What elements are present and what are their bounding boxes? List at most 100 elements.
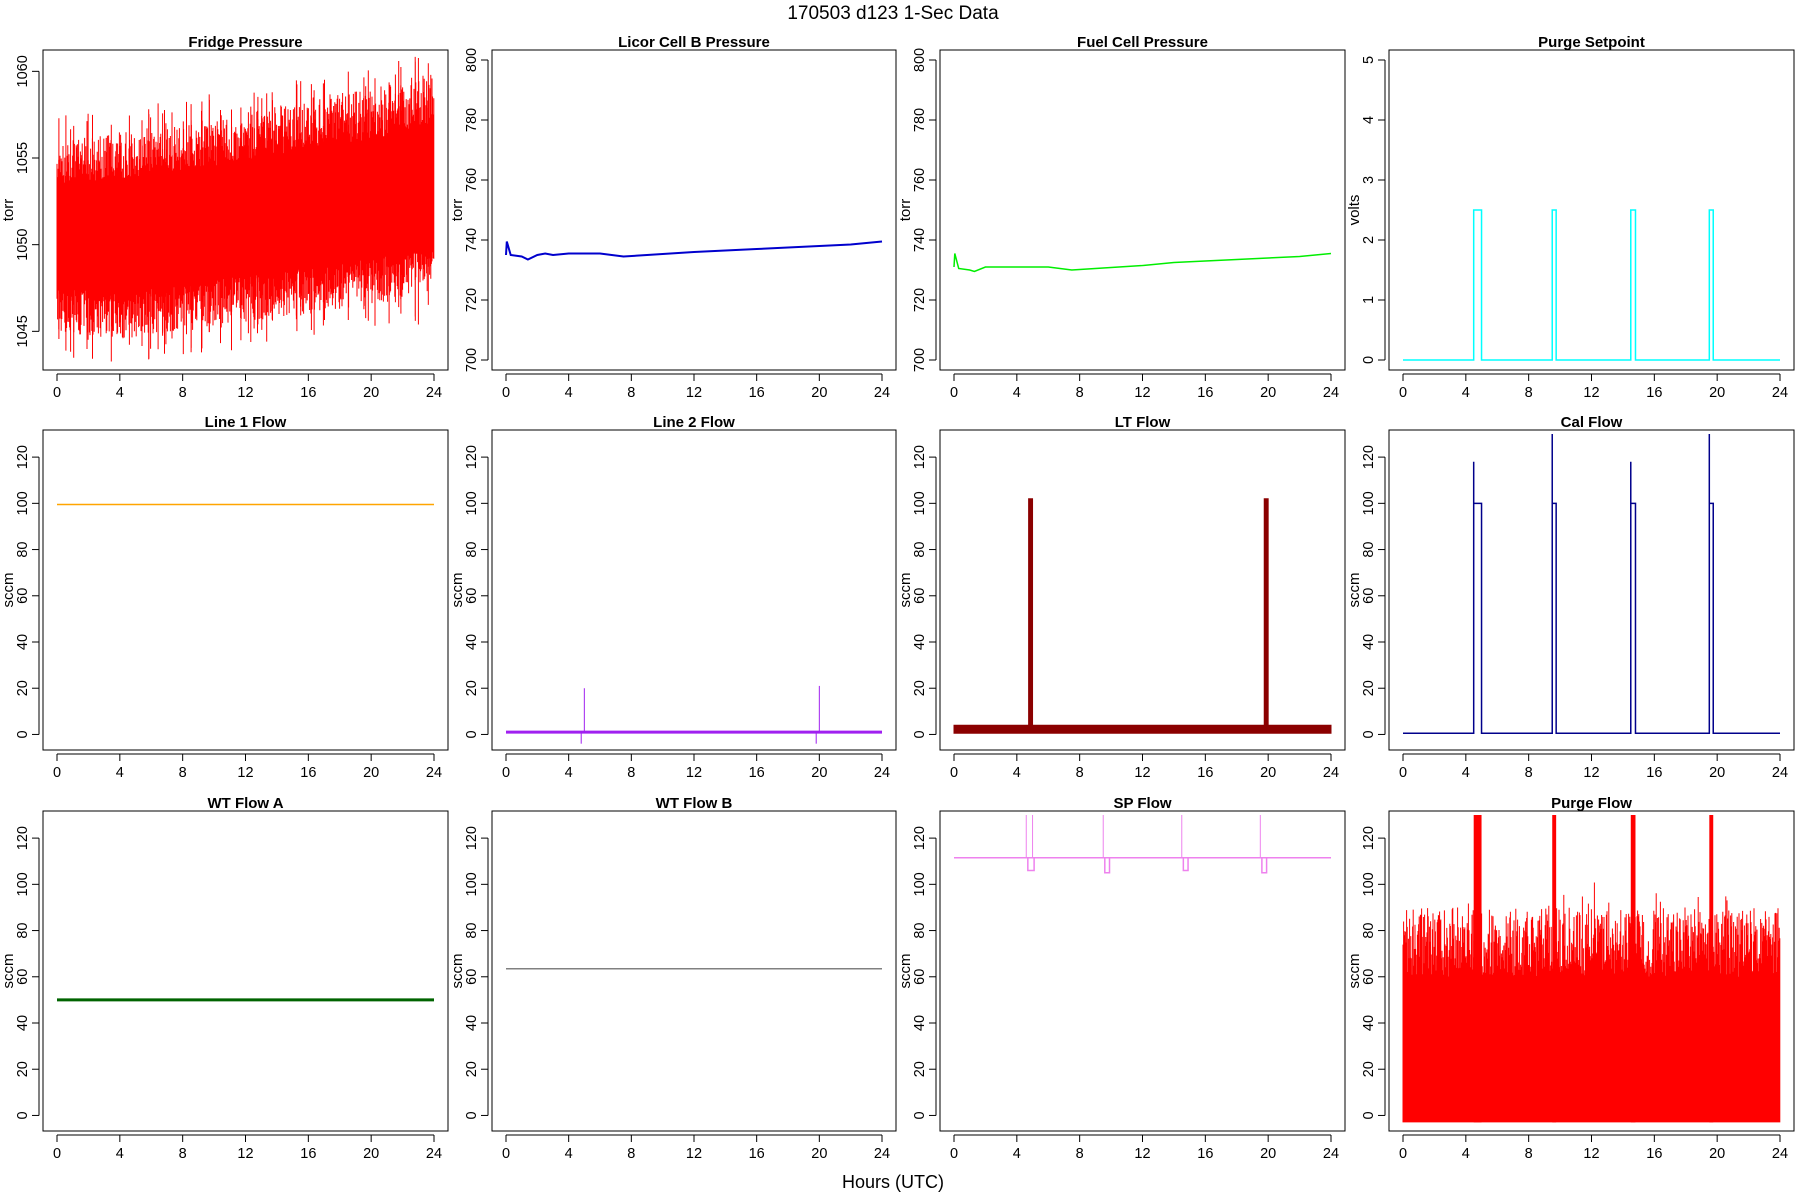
y-tick-label: 120 [1361,445,1377,469]
plot-frame [939,49,1346,371]
x-tick-label: 8 [1525,385,1533,401]
y-tick-label: 740 [464,228,480,252]
purge-burst [1709,815,1714,1123]
x-tick-label: 12 [686,765,702,781]
y-tick-label: 60 [912,588,928,604]
x-tick-label: 12 [1134,765,1150,781]
y-tick-label: 20 [912,1061,928,1077]
series-line [1402,882,1781,1123]
plot-area [1403,209,1780,361]
x-tick-label: 12 [237,1146,253,1162]
y-tick-label: 100 [912,491,928,515]
y-tick-label: 60 [912,969,928,985]
x-tick-label: 4 [565,385,573,401]
y-tick-label: 0 [912,1111,928,1119]
x-tick-label: 16 [749,385,765,401]
x-tick-label: 24 [1323,385,1339,401]
y-tick-label: 100 [464,872,480,896]
panel-title: Fridge Pressure [188,34,302,51]
series-dip [1104,857,1111,874]
x-tick-label: 20 [1260,765,1276,781]
series-dip [1261,857,1268,874]
x-tick-label: 8 [179,385,187,401]
y-axis: 1045 1050 1055 1060 [15,55,40,347]
x-tick-label: 16 [749,1146,765,1162]
series-line [1403,209,1780,361]
x-tick-label: 0 [502,1146,510,1162]
y-axis-label: sccm [897,954,914,989]
y-axis: 700 720 740 760 780 800 [464,48,489,372]
plot-frame [42,49,449,371]
panel-title: Line 2 Flow [653,414,735,431]
plot-area [1402,815,1781,1123]
x-tick-label: 12 [1134,1146,1150,1162]
panel-title: Line 1 Flow [205,414,287,431]
y-axis: 0 20 40 60 80 100 120 [1361,826,1386,1119]
y-axis-label: sccm [1346,573,1363,608]
y-tick-label: 700 [912,348,928,372]
y-tick-label: 0 [912,730,928,738]
y-tick-label: 60 [15,588,31,604]
y-tick-label: 800 [912,48,928,72]
y-tick-label: 80 [1361,922,1377,938]
x-tick-label: 20 [363,765,379,781]
x-tick-label: 20 [1709,1146,1725,1162]
y-axis-label: sccm [1346,954,1363,989]
y-tick-label: 100 [464,491,480,515]
y-axis-label: volts [1346,195,1363,226]
y-tick-label: 40 [464,1015,480,1031]
y-tick-label: 120 [1361,826,1377,850]
x-tick-label: 12 [1583,1146,1599,1162]
y-tick-label: 120 [464,445,480,469]
x-tick-label: 16 [1646,1146,1662,1162]
y-tick-label: 40 [1361,634,1377,650]
purge-burst [1473,815,1482,1123]
x-axis: 0 4 8 12 16 20 24 [502,1134,890,1162]
y-axis-label: sccm [449,954,466,989]
y-tick-label: 40 [912,634,928,650]
x-tick-label: 0 [1399,385,1407,401]
figure-title: 170503 d123 1-Sec Data [787,3,999,24]
plot-area [505,685,883,744]
x-tick-label: 0 [950,1146,958,1162]
x-tick-label: 24 [1323,765,1339,781]
y-tick-label: 1050 [15,229,31,261]
plot-area [56,56,435,362]
y-tick-label: 20 [1361,680,1377,696]
y-axis: 0 20 40 60 80 100 120 [912,445,937,738]
y-axis: 0 20 40 60 80 100 120 [15,826,40,1119]
plot-area [953,252,1332,273]
plot-area [953,498,1332,734]
panel-1: Licor Cell B Pressure 0 4 8 12 16 20 24 700 720 74… [449,34,897,401]
x-tick-label: 4 [1013,1146,1021,1162]
x-tick-label: 24 [874,765,890,781]
x-tick-label: 8 [1076,385,1084,401]
x-tick-label: 8 [179,1146,187,1162]
y-tick-label: 800 [464,48,480,72]
y-tick-label: 20 [15,1061,31,1077]
x-tick-label: 20 [1260,1146,1276,1162]
purge-burst [1630,815,1636,1123]
x-axis: 0 4 8 12 16 20 24 [502,753,890,781]
x-tick-label: 24 [426,1146,442,1162]
x-tick-label: 4 [116,1146,124,1162]
x-tick-label: 8 [627,385,635,401]
x-tick-label: 4 [565,765,573,781]
y-tick-label: 1060 [15,55,31,87]
panel-11: Purge Flow 0 4 8 12 16 20 24 0 20 40 60 80 100 120 sccm [1346,795,1795,1162]
y-tick-label: 4 [1361,116,1377,124]
y-tick-label: 0 [1361,1111,1377,1119]
x-tick-label: 20 [1260,385,1276,401]
y-tick-label: 80 [912,922,928,938]
x-tick-label: 0 [950,385,958,401]
x-tick-label: 16 [1197,385,1213,401]
x-axis: 0 4 8 12 16 20 24 [502,373,890,401]
y-tick-label: 100 [1361,491,1377,515]
x-tick-label: 20 [811,1146,827,1162]
y-tick-label: 80 [464,922,480,938]
series-line [953,252,1332,273]
y-tick-label: 1055 [15,142,31,174]
panel-9: WT Flow B 0 4 8 12 16 20 24 0 20 40 60 80 100 120 sccm [449,795,897,1162]
